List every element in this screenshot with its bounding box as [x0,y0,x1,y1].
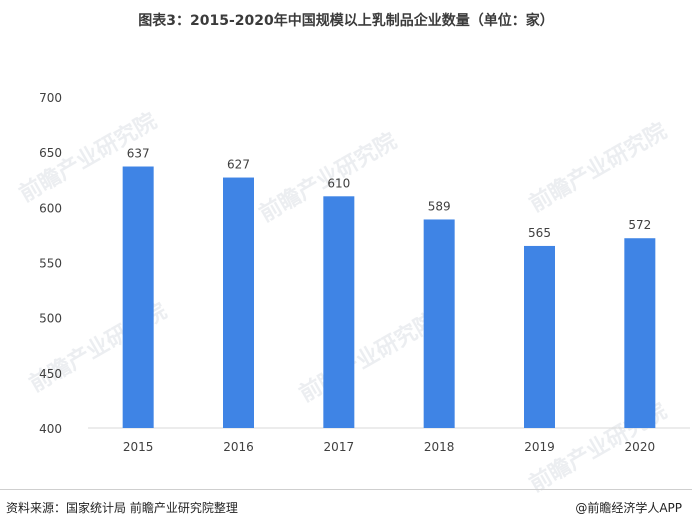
credit-note: @前瞻经济学人APP [575,501,682,515]
data-label: 589 [428,199,451,213]
y-tick-label: 400 [39,422,62,436]
x-tick-label: 2019 [524,440,555,454]
bar [423,219,455,428]
footer: 资料来源：国家统计局 前瞻产业研究院整理 @前瞻经济学人APP [0,489,692,526]
bar [122,166,154,428]
bar-chart: 400 450 500 550 600 650 700 637 2015 627 2016 610 20… [39,91,690,454]
chart-title: 图表3：2015-2020年中国规模以上乳制品企业数量（单位：家） [138,13,554,29]
y-tick-label: 500 [39,312,62,326]
y-tick-label: 700 [39,91,62,105]
bar [524,245,555,428]
x-tick-label: 2017 [324,440,355,454]
bar [223,177,254,428]
bar [323,196,355,428]
data-label: 610 [327,176,350,190]
y-tick-label: 550 [39,257,62,271]
x-tick-label: 2016 [223,440,254,454]
data-label: 637 [127,147,150,161]
x-tick-label: 2020 [625,440,656,454]
data-label: 572 [628,218,651,232]
bar [624,238,656,428]
x-tick-label: 2018 [424,440,455,454]
source-note: 资料来源：国家统计局 前瞻产业研究院整理 [6,501,238,515]
y-tick-label: 650 [39,146,62,160]
y-tick-label: 450 [39,367,62,381]
data-label: 627 [227,158,250,172]
data-label: 565 [528,226,551,240]
y-tick-label: 600 [39,201,62,215]
x-tick-label: 2015 [123,440,154,454]
